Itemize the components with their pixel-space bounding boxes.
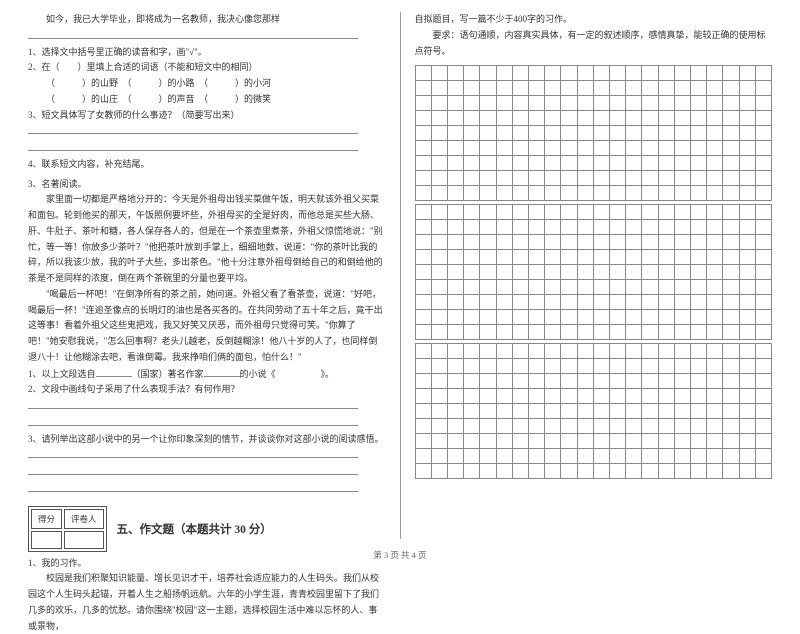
nq1-b: （国家）著名作家: [132, 369, 204, 379]
right-text-1: 自拟题目，写一篇不少于400字的习作。: [415, 12, 773, 28]
question-3: 3、短文具体写了女教师的什么事迹？（简要写出来）: [28, 108, 386, 124]
column-divider: [400, 12, 401, 539]
blank-line: [28, 415, 358, 426]
score-head-1: 得分: [31, 509, 62, 529]
writing-grid-table: [415, 65, 773, 479]
question-1: 1、选择文中括号里正确的读音和字，画"√"。: [28, 45, 386, 61]
reviewer-cell: [64, 531, 104, 549]
section-title-row: 得分评卷人 五、作文题（本题共计 30 分）: [28, 506, 386, 552]
question-2a: （ ）的山野 （ ）的小路 （ ）的小河: [28, 76, 386, 92]
novel-q1: 1、以上文段选自 （国家）著名作家 的小说《 》。: [28, 366, 386, 383]
writing-prompt: 校园是我们积聚知识能量、增长见识才干，培养社会适应能力的人生码头。我们从校园这个…: [28, 571, 386, 634]
passage-p1: 家里面一切都是严格地分开的：今天是外祖母出钱买菜做午饭，明天就该外祖父买菜和面包…: [28, 192, 386, 287]
blank-line: [28, 464, 358, 475]
right-column: 自拟题目，写一篇不少于400字的习作。 要求：语句通顺，内容真实具体，有一定的叙…: [405, 12, 783, 539]
right-text-2: 要求：语句通顺，内容真实具体，有一定的叙述顺序，感情真挚，能较正确的使用标点符号…: [415, 28, 773, 60]
blank-line: [28, 123, 358, 134]
novel-q3: 3、请列举出这部小说中的另一个让你印象深刻的情节，并谈谈你对这部小说的阅读感悟。: [28, 432, 386, 448]
nq1-a: 1、以上文段选自: [28, 369, 96, 379]
page-footer: 第 3 页 共 4 页: [0, 549, 800, 561]
question-2b: （ ）的山庄 （ ）的声音 （ ）的微笑: [28, 92, 386, 108]
blank-line: [28, 28, 358, 39]
score-head-2: 评卷人: [64, 509, 104, 529]
reading-heading: 3、名著阅读。: [28, 177, 386, 193]
blank-author: [204, 366, 240, 377]
blank-country: [96, 366, 132, 377]
novel-q2: 2、文段中画线句子采用了什么表现手法？有何作用？: [28, 382, 386, 398]
blank-line: [28, 140, 358, 151]
blank-line: [28, 481, 358, 492]
writing-grid: [415, 65, 773, 479]
question-2-lead: 2、在（ ）里填上合适的词语（不能和短文中的相同）: [28, 60, 386, 76]
blank-line: [28, 398, 358, 409]
left-column: 如今，我已大学毕业，即将成为一名教师，我决心像您那样 1、选择文中括号里正确的读…: [18, 12, 396, 539]
page-container: 如今，我已大学毕业，即将成为一名教师，我决心像您那样 1、选择文中括号里正确的读…: [0, 0, 800, 545]
question-4: 4、联系短文内容，补充结尾。: [28, 157, 386, 173]
blank-line: [28, 447, 358, 458]
passage-p2: "喝最后一杯吧！"在倒净所有的茶之前，她问道。外祖父看了看茶壶，说道："好吧，喝…: [28, 287, 386, 366]
intro-text: 如今，我已大学毕业，即将成为一名教师，我决心像您那样: [28, 12, 386, 28]
nq1-c: 的小说《 》。: [240, 369, 335, 379]
section-5-title: 五、作文题（本题共计 30 分）: [117, 521, 272, 537]
score-cell: [31, 531, 62, 549]
score-table: 得分评卷人: [28, 506, 107, 552]
